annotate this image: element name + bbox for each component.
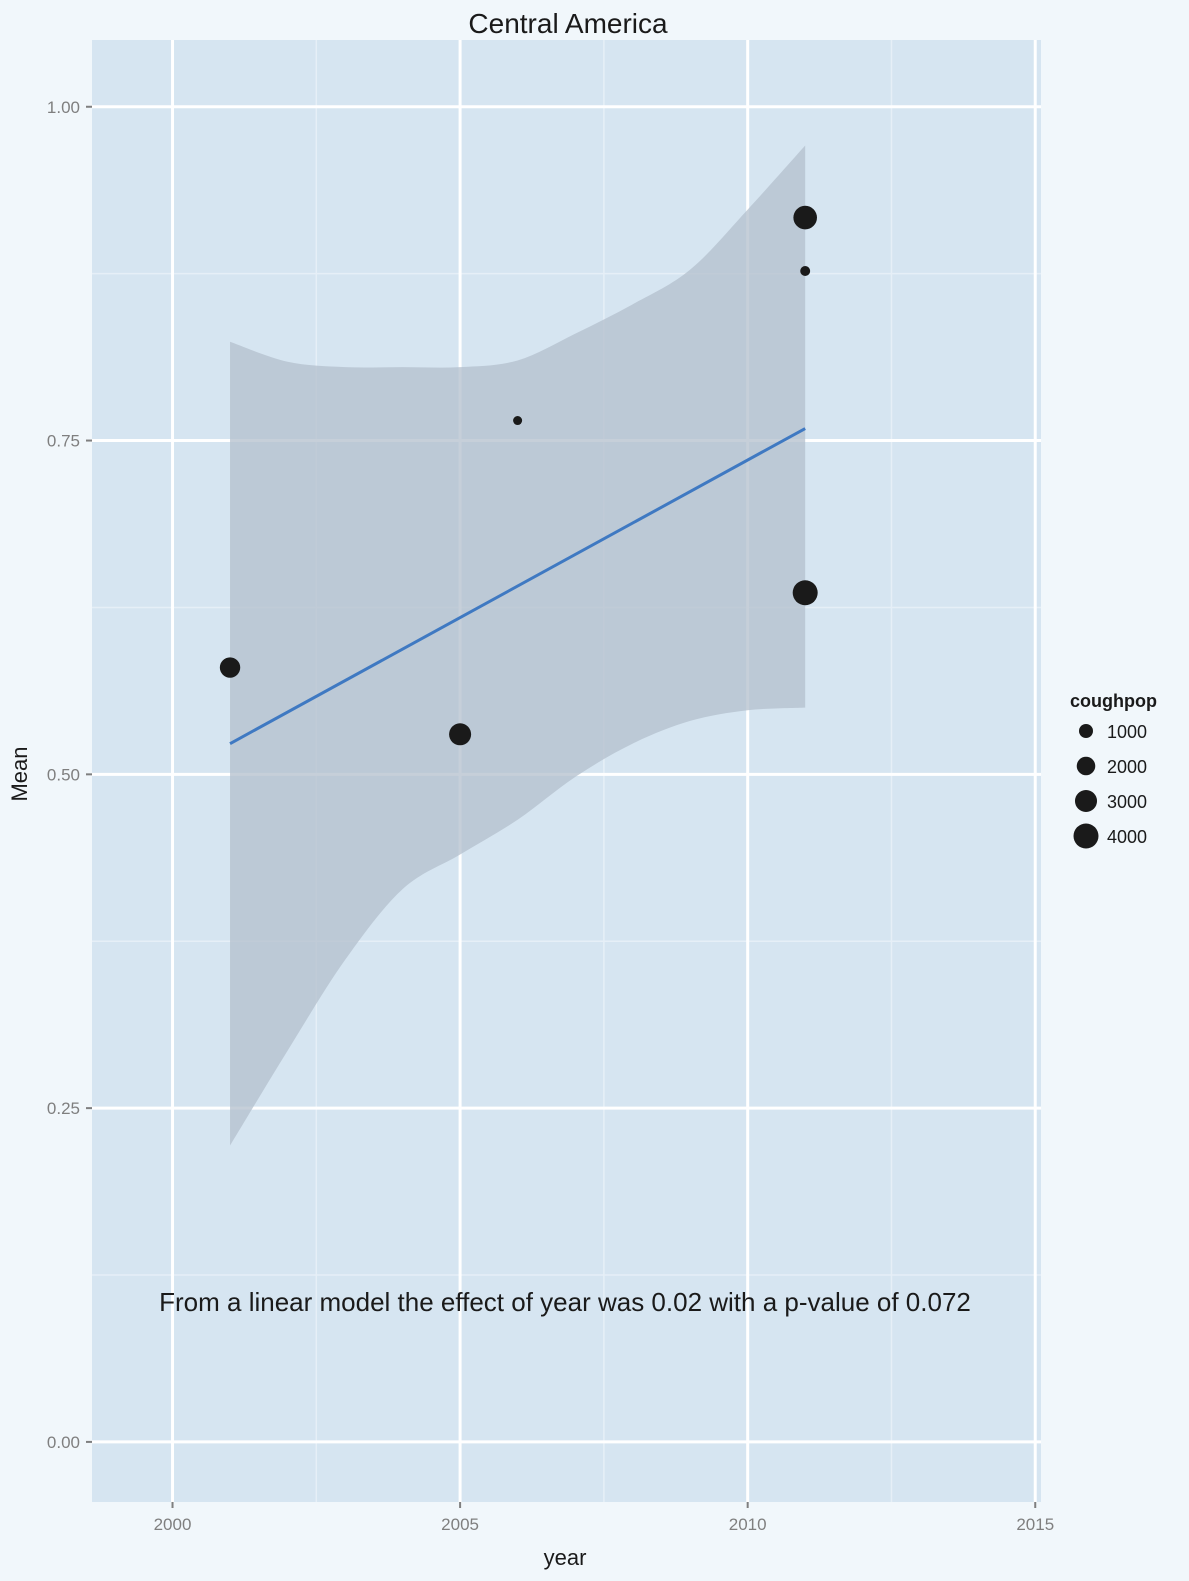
data-point <box>793 205 817 230</box>
model-annotation: From a linear model the effect of year w… <box>159 1287 971 1317</box>
x-tick-label: 2010 <box>729 1515 767 1534</box>
data-point <box>449 723 472 746</box>
data-point <box>513 416 523 426</box>
y-tick-label: 0.00 <box>47 1433 80 1452</box>
legend-label: 2000 <box>1107 757 1147 777</box>
legend-label: 1000 <box>1107 722 1147 742</box>
y-axis-title: Mean <box>7 746 32 801</box>
y-axis: 0.00 0.25 0.50 0.75 1.00 <box>47 98 92 1452</box>
x-tick-label: 2015 <box>1016 1515 1054 1534</box>
y-tick-label: 0.75 <box>47 432 80 451</box>
y-tick-label: 0.25 <box>47 1099 80 1118</box>
legend-key <box>1079 724 1093 738</box>
y-tick-label: 1.00 <box>47 98 80 117</box>
legend-key <box>1073 823 1099 849</box>
legend: coughpop 1000 2000 3000 4000 <box>1070 691 1157 849</box>
trend-line <box>229 427 806 745</box>
x-tick-label: 2000 <box>154 1515 192 1534</box>
x-axis: 2000 2005 2010 2015 <box>154 1502 1054 1534</box>
legend-key <box>1074 789 1098 813</box>
legend-key <box>1076 756 1096 776</box>
x-tick-label: 2005 <box>441 1515 479 1534</box>
chart-title: Central America <box>468 8 668 39</box>
legend-label: 3000 <box>1107 792 1147 812</box>
data-point <box>219 657 241 678</box>
data-point <box>792 580 818 606</box>
x-axis-title: year <box>544 1545 587 1570</box>
legend-title: coughpop <box>1070 691 1157 711</box>
data-points <box>219 205 818 746</box>
legend-label: 4000 <box>1107 827 1147 847</box>
data-point <box>800 266 811 276</box>
confidence-band <box>230 145 806 1146</box>
y-tick-label: 0.50 <box>47 765 80 784</box>
